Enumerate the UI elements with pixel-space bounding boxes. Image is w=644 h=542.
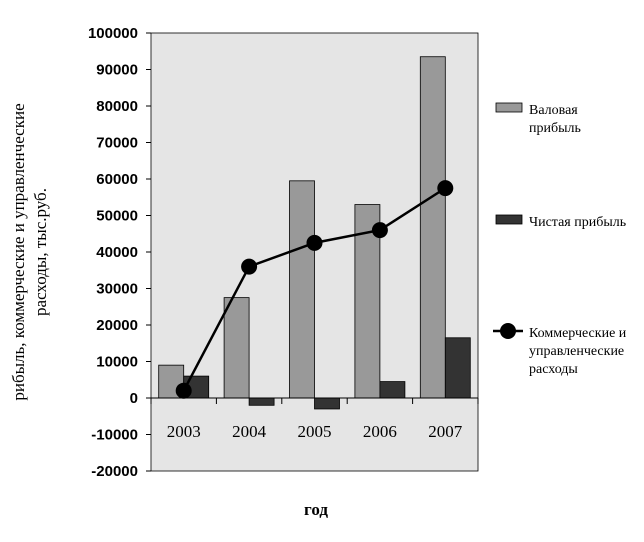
y-tick-label: 20000	[96, 317, 138, 334]
y-tick-label: 10000	[96, 354, 138, 371]
bar-gross-2005	[289, 180, 315, 399]
x-tick-label: 2004	[232, 422, 267, 441]
point-expenses-2006	[371, 222, 388, 239]
y-tick-label: 90000	[96, 62, 138, 79]
legend-label-2: Коммерческие и	[529, 326, 627, 341]
y-tick-label: 50000	[96, 208, 138, 225]
y-axis-title-line: расходы, тыс.руб.	[31, 188, 50, 316]
y-tick-label: 60000	[96, 171, 138, 188]
legend-label-2: расходы	[529, 362, 578, 377]
point-expenses-2007	[437, 180, 454, 197]
y-tick-label: -20000	[91, 463, 138, 480]
x-axis-title: год	[304, 500, 328, 519]
legend-label-0: прибыль	[529, 121, 581, 136]
x-tick-label: 2006	[363, 422, 397, 441]
bar-net-2005	[314, 397, 340, 410]
y-tick-label: 0	[130, 390, 138, 407]
legend-marker	[500, 323, 516, 339]
y-tick-label: 30000	[96, 281, 138, 298]
legend-label-2: управленческие	[529, 344, 624, 359]
y-tick-label: 70000	[96, 135, 138, 152]
bar-net-2006	[379, 381, 406, 399]
x-tick-label: 2005	[298, 422, 332, 441]
bar-net-2004	[248, 397, 275, 406]
legend-swatch-0	[495, 102, 523, 113]
x-tick-label: 2003	[167, 422, 201, 441]
point-expenses-2004	[241, 258, 258, 275]
y-tick-label: 40000	[96, 244, 138, 261]
y-axis-title-line: рибыль, коммерческие и управленческие	[9, 103, 28, 400]
legend-swatch-1	[495, 214, 523, 225]
point-expenses-2003	[175, 382, 192, 399]
x-tick-label: 2007	[428, 422, 463, 441]
point-expenses-2005	[306, 234, 323, 251]
bar-gross-2004	[223, 297, 250, 399]
y-tick-label: -10000	[91, 427, 138, 444]
y-tick-label: 80000	[96, 98, 138, 115]
bar-net-2007	[444, 337, 471, 399]
bar-gross-2007	[419, 56, 446, 399]
legend-label-0: Валовая	[529, 103, 578, 118]
y-tick-label: 100000	[88, 25, 138, 42]
legend-label-1: Чистая прибыль	[529, 215, 626, 230]
